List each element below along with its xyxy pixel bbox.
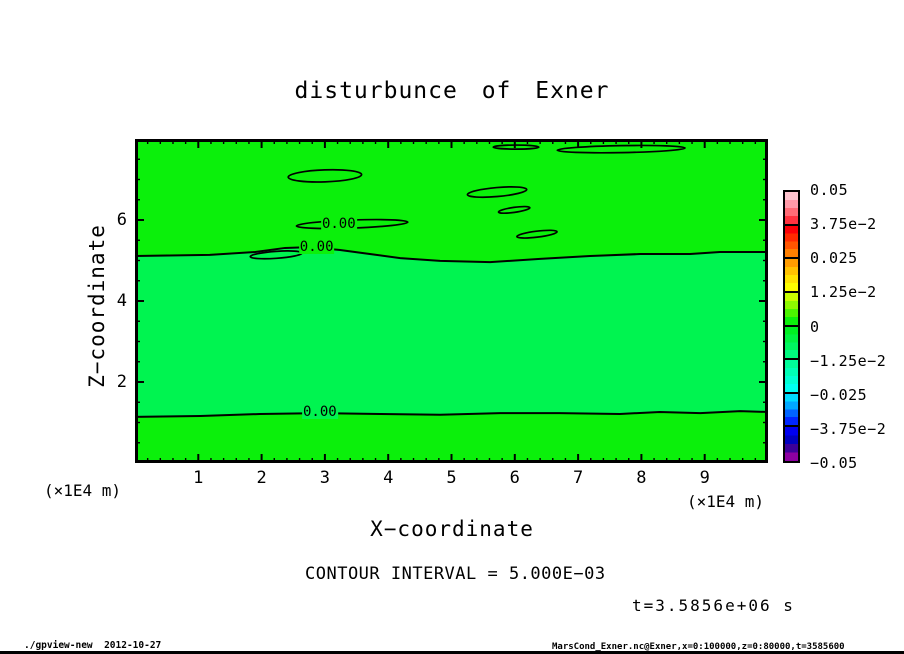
time-stamp-label: t=3.5856e+06 s <box>632 596 795 615</box>
colorbar-segment <box>785 192 798 226</box>
footer-program-version: ./gpview-new 2012-10-27 <box>24 640 162 651</box>
y-tick-label: 4 <box>116 291 127 311</box>
x-tick-label: 6 <box>509 468 520 488</box>
x-axis-unit-label: (×1E4 m) <box>687 492 765 511</box>
closed-zero-contour <box>492 144 540 150</box>
x-tick-label: 7 <box>572 468 584 488</box>
colorbar-tick-label: 0.025 <box>810 249 858 268</box>
chart-title: disturbunce of Exner <box>294 78 610 104</box>
colorbar-segment <box>785 292 798 327</box>
contour-value-label: 0.00 <box>301 403 338 420</box>
y-tick-label: 6 <box>116 210 127 230</box>
zero-contour-lower <box>134 410 769 418</box>
contour-interval-note: CONTOUR INTERVAL = 5.000E−03 <box>305 564 606 584</box>
y-tick-label: 2 <box>116 372 127 392</box>
y-axis-unit-label: (×1E4 m) <box>44 481 122 500</box>
closed-zero-contour <box>287 168 363 183</box>
x-axis-label: X−coordinate <box>370 517 534 541</box>
colorbar-segment <box>785 326 798 361</box>
colorbar-tick-label: −1.25e−2 <box>810 351 887 370</box>
closed-zero-contour <box>497 205 531 215</box>
colorbar-tick-label: 0.05 <box>810 181 849 199</box>
x-tick-label: 1 <box>193 468 204 488</box>
closed-zero-contour <box>515 229 558 239</box>
colorbar-tick-label: 0 <box>810 317 820 336</box>
x-tick-label: 4 <box>383 468 394 488</box>
x-tick-label: 5 <box>446 468 457 488</box>
positive-band-lower-fill <box>135 411 768 463</box>
positive-band-upper-fill <box>135 139 768 263</box>
colorbar-tick-label: −0.025 <box>810 385 868 404</box>
contour-value-label: 0.00 <box>320 216 357 233</box>
window-bottom-bar <box>0 651 904 654</box>
colorbar-tick-label: 1.25e−2 <box>810 283 877 302</box>
colorbar-segment <box>785 225 798 260</box>
colorbar-tick-label: −0.05 <box>810 454 858 472</box>
footer-data-source: MarsCond_Exner.nc@Exner,x=0:100000,z=0:8… <box>552 642 845 652</box>
closed-zero-contour <box>466 186 528 199</box>
x-tick-label: 3 <box>319 468 331 488</box>
zero-contour-upper <box>134 246 768 264</box>
colorbar-segment <box>785 393 798 428</box>
contour-value-label: 0.00 <box>298 239 335 256</box>
closed-zero-contour <box>556 144 686 154</box>
colorbar-tick-label: 3.75e−2 <box>810 215 877 234</box>
colorbar-tick-label: −3.75e−2 <box>810 419 887 438</box>
colorbar-segment <box>785 360 798 394</box>
colorbar-segment <box>785 427 798 461</box>
x-tick-label: 9 <box>699 468 710 488</box>
colorbar <box>783 190 800 463</box>
x-tick-label: 2 <box>256 468 267 488</box>
contour-plot-area <box>134 139 769 463</box>
colorbar-segment <box>785 259 798 293</box>
x-tick-label: 8 <box>636 468 647 488</box>
